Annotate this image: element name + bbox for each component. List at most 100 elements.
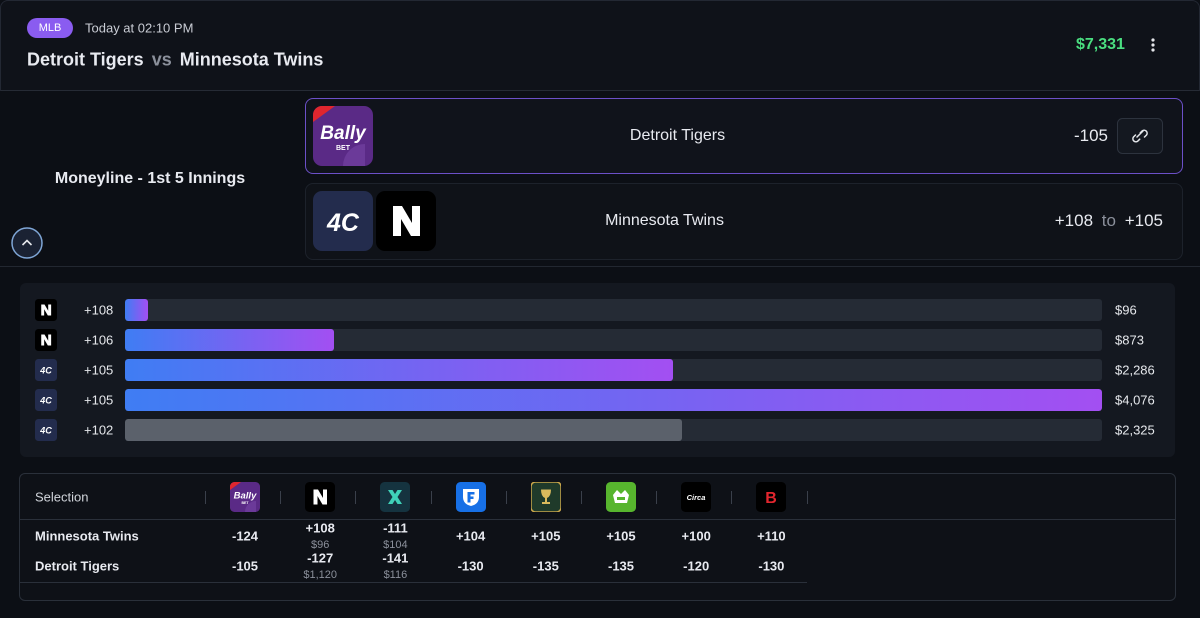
logo-text: 4C — [39, 366, 52, 376]
cell-stake: $1,120 — [303, 569, 338, 581]
logo-bg — [35, 359, 57, 381]
selection-name: Detroit Tigers — [629, 127, 726, 144]
ladder-odds: +102 — [84, 422, 114, 438]
book-logo: 4C — [313, 191, 373, 251]
cell-odds: -111 — [383, 520, 408, 536]
logo-text: Bally — [234, 491, 257, 502]
collapse-button[interactable] — [11, 227, 43, 259]
bar — [125, 329, 335, 351]
selection-card[interactable] — [305, 98, 1183, 174]
book-logo — [530, 482, 561, 512]
column-separator — [656, 491, 658, 504]
book-logo — [376, 191, 436, 251]
link-button[interactable] — [1117, 118, 1163, 154]
row-name: Minnesota Twins — [35, 528, 139, 544]
logo-shape — [313, 489, 328, 505]
dot — [1151, 38, 1155, 42]
column-header: Selection — [35, 489, 89, 505]
header — [0, 0, 1200, 91]
ladder-amount: $873 — [1115, 332, 1144, 348]
logo-text: Circa — [687, 493, 706, 502]
book-logo — [305, 482, 336, 512]
menu-button[interactable] — [1146, 36, 1160, 54]
cell-odds: -130 — [758, 558, 785, 574]
logo-text: 4C — [326, 209, 360, 237]
book-logo — [35, 329, 57, 351]
book-logo — [606, 482, 636, 512]
book-logo — [380, 482, 411, 512]
selection-odds-range: +108 to +105 — [1000, 211, 1163, 231]
cell-odds: -141 — [382, 550, 409, 566]
start-time: Today at 02:10 PM — [85, 20, 194, 36]
dot — [1151, 43, 1155, 47]
market-title: Moneyline - 1st 5 Innings — [54, 170, 246, 187]
row-divider — [20, 582, 807, 583]
logo-bg — [35, 419, 57, 441]
bar-track — [125, 299, 1102, 321]
cell-stake: $96 — [311, 539, 330, 551]
button-box — [1117, 118, 1163, 154]
bar — [125, 359, 673, 381]
cell-odds: +110 — [757, 528, 786, 544]
book-logo: 4C — [35, 419, 57, 441]
column-separator — [280, 491, 282, 504]
logo-shape — [467, 492, 475, 503]
cell-stake: $116 — [383, 569, 408, 581]
button-circle — [11, 227, 43, 259]
column-separator — [505, 491, 507, 504]
logo-text: 4C — [39, 396, 52, 406]
ladder-panel: +108 $96 +106 $873 4C +105 $2,286 4C +105 $4,076 4… — [20, 283, 1175, 457]
bar-track — [125, 359, 1102, 381]
column-separator — [205, 491, 206, 504]
cell-odds: -130 — [457, 558, 484, 574]
link-icon — [1132, 129, 1148, 143]
cell-odds: +100 — [681, 528, 711, 544]
logo-shape — [230, 482, 241, 490]
selection-odds: -105 — [1073, 126, 1108, 145]
column-separator — [806, 491, 808, 504]
book-logo: 4C — [35, 389, 57, 411]
league-badge: MLB — [27, 18, 73, 38]
logo-shape — [41, 304, 52, 316]
logo-text: Bally — [320, 123, 367, 144]
header-divider — [20, 519, 1175, 520]
ladder-amount: $96 — [1115, 302, 1137, 318]
ladder-odds: +105 — [84, 362, 114, 378]
logo-shape — [245, 501, 256, 512]
logo-bg — [756, 482, 787, 512]
ladder-amount: $2,325 — [1115, 422, 1155, 438]
cell-odds: -135 — [607, 558, 635, 574]
bar — [125, 419, 683, 441]
book-logo — [35, 299, 57, 321]
cell-odds: -127 — [307, 550, 334, 566]
odds-table: Selection Bally BET Circa B Minnesota Twins -1… — [19, 473, 1176, 601]
cell-odds: +105 — [531, 528, 561, 544]
selection-card[interactable] — [305, 183, 1183, 260]
column-separator — [430, 491, 432, 504]
divider — [0, 266, 1200, 267]
selection-name: Minnesota Twins — [605, 212, 724, 229]
logo-bg — [681, 482, 712, 512]
logo-bg — [35, 389, 57, 411]
column-separator — [355, 491, 357, 504]
bar-track — [125, 419, 1102, 441]
bar — [125, 299, 148, 321]
cell-odds: +108 — [305, 520, 335, 536]
chevron-up — [21, 239, 33, 246]
column-separator — [581, 491, 582, 504]
ladder-odds: +108 — [84, 302, 114, 318]
logo-shape — [343, 144, 365, 166]
logo-text: BET — [242, 501, 250, 505]
to-text: to — [1101, 211, 1116, 230]
logo-shape — [388, 490, 403, 504]
dot — [1151, 48, 1155, 52]
logo-shape — [41, 334, 52, 346]
team-name: Minnesota Twins — [179, 49, 324, 70]
book-logo: Circa — [681, 482, 712, 512]
ladder-odds: +105 — [84, 392, 114, 408]
cell-odds: -105 — [231, 558, 259, 574]
logo-shape — [393, 206, 420, 236]
cell-odds: -124 — [231, 528, 259, 544]
